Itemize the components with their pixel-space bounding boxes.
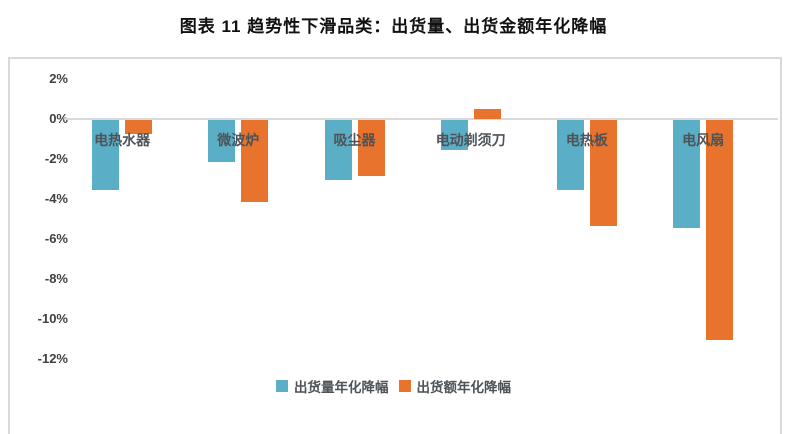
legend-item-出货额年化降幅: 出货额年化降幅 [398,376,512,396]
y-tick-label: -2% [44,151,68,166]
bar-出货额年化降幅-吸尘器 [357,120,385,176]
bar-出货额年化降幅-电动剃须刀 [473,109,501,119]
y-tick-label: -4% [44,191,68,206]
zero-axis-line [64,118,778,120]
category-label-电风扇: 电风扇 [682,132,725,148]
legend-label: 出货额年化降幅 [416,380,512,395]
category-label-电热水器: 电热水器 [94,132,151,148]
y-tick-label: 2% [49,71,68,86]
bar-出货量年化降幅-吸尘器 [324,120,352,180]
bar-出货量年化降幅-电热板 [556,120,584,190]
legend-label: 出货量年化降幅 [294,380,389,395]
category-label-微波炉: 微波炉 [217,132,260,148]
legend: 出货量年化降幅 出货额年化降幅 [0,376,787,396]
legend-swatch-icon [276,380,288,392]
legend-swatch-icon [398,380,411,392]
category-label-电热板: 电热板 [565,132,608,148]
bar-出货量年化降幅-微波炉 [208,120,236,162]
bar-出货额年化降幅-电热板 [589,120,617,226]
bar-出货额年化降幅-微波炉 [241,120,269,202]
bar-出货量年化降幅-电动剃须刀 [440,120,468,150]
y-tick-label: -12% [37,351,68,366]
bar-出货额年化降幅-电热水器 [125,120,153,134]
y-tick-label: 0% [49,111,68,126]
y-tick-label: -10% [37,311,68,326]
bar-出货额年化降幅-电风扇 [706,120,734,340]
chart-title: 图表 11 趋势性下滑品类：出货量、出货金额年化降幅 [179,17,608,36]
legend-item-出货量年化降幅: 出货量年化降幅 [276,376,389,396]
bar-出货量年化降幅-电热水器 [92,120,120,190]
plot-area: 2% 0% -2% -4% -6% -8% -10% -12% 电热水器 微波炉 吸尘器 电动剃须刀… [8,57,782,434]
y-tick-label: -8% [44,271,68,286]
y-tick-label: -6% [44,231,68,246]
category-label-电动剃须刀: 电动剃须刀 [435,132,506,148]
category-label-吸尘器: 吸尘器 [333,132,376,148]
bar-出货量年化降幅-电风扇 [673,120,701,228]
